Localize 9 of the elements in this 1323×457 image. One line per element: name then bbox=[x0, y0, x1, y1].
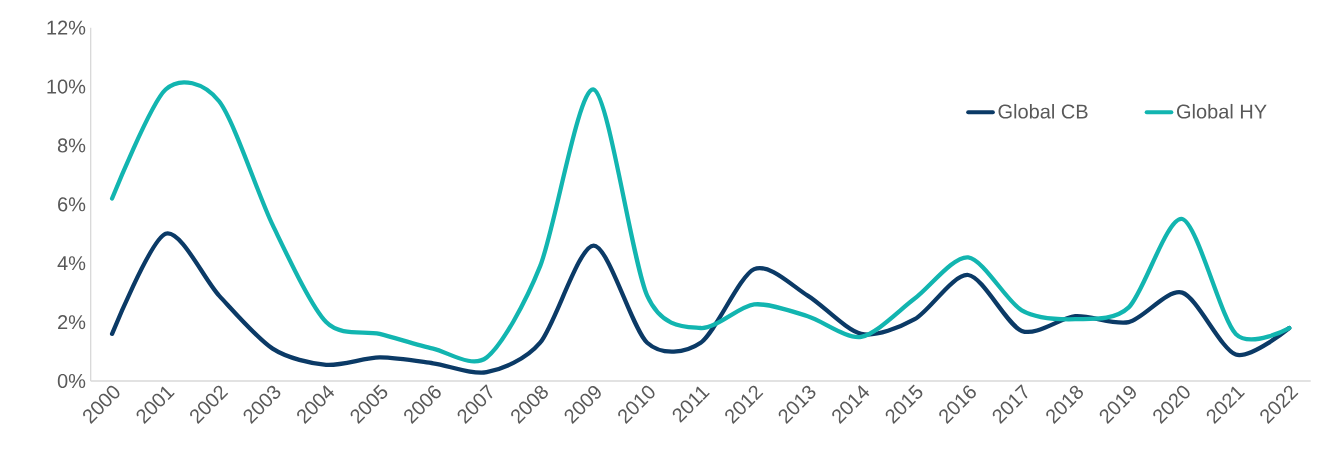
legend-label: Global CB bbox=[998, 103, 1088, 119]
y-tick-label: 10% bbox=[47, 79, 86, 94]
y-tick-label: 8% bbox=[57, 138, 86, 153]
y-tick-label: 4% bbox=[57, 256, 86, 271]
y-tick-label: 2% bbox=[58, 315, 86, 330]
y-tick-label: 6% bbox=[58, 197, 86, 212]
y-tick-label: 12% bbox=[47, 20, 86, 35]
line-series bbox=[109, 231, 1292, 375]
legend-label: Global HY bbox=[1177, 103, 1267, 119]
